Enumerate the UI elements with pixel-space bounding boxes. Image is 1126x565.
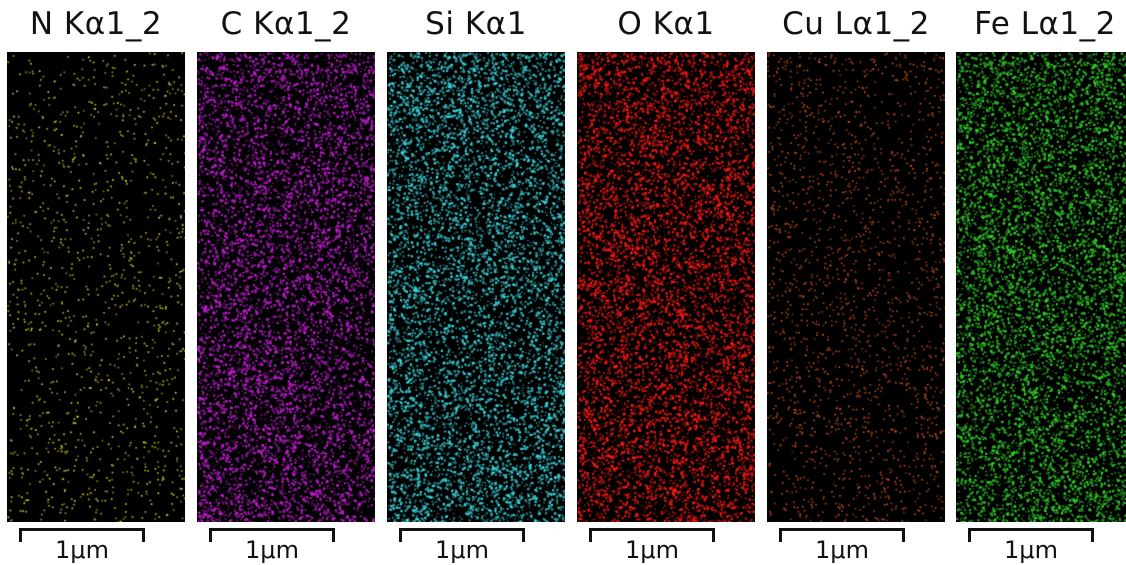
panel-title: N Kα1_2 [29, 6, 163, 42]
scale-bar-label: 1μm [435, 536, 489, 564]
element-map-n [7, 52, 185, 522]
scale-bar [589, 528, 715, 542]
panel-title: Fe Lα1_2 [974, 6, 1116, 42]
panel-cu: Cu Lα1_2 1μm [767, 0, 945, 565]
scale-bar [209, 528, 335, 542]
panel-fe: Fe Lα1_2 1μm [956, 0, 1126, 565]
panel-title: O Kα1 [617, 6, 715, 42]
panel-title: Cu Lα1_2 [782, 6, 930, 42]
element-map-fe [956, 52, 1126, 522]
panel-n: N Kα1_2 1μm [7, 0, 185, 565]
element-map-si [387, 52, 565, 522]
panel-si: Si Kα1 1μm [387, 0, 565, 565]
scale-bar-label: 1μm [55, 536, 109, 564]
scale-bar-label: 1μm [1004, 536, 1058, 564]
panel-title: C Kα1_2 [220, 6, 352, 42]
panel-o: O Kα1 1μm [577, 0, 755, 565]
panel-title: Si Kα1 [425, 6, 527, 42]
scale-bar-label: 1μm [245, 536, 299, 564]
panel-c: C Kα1_2 1μm [197, 0, 375, 565]
element-map-cu [767, 52, 945, 522]
scale-bar-label: 1μm [815, 536, 869, 564]
scale-bar [399, 528, 525, 542]
scale-bar [19, 528, 145, 542]
scale-bar-label: 1μm [625, 536, 679, 564]
scale-bar [779, 528, 905, 542]
element-map-c [197, 52, 375, 522]
element-map-o [577, 52, 755, 522]
scale-bar [968, 528, 1094, 542]
